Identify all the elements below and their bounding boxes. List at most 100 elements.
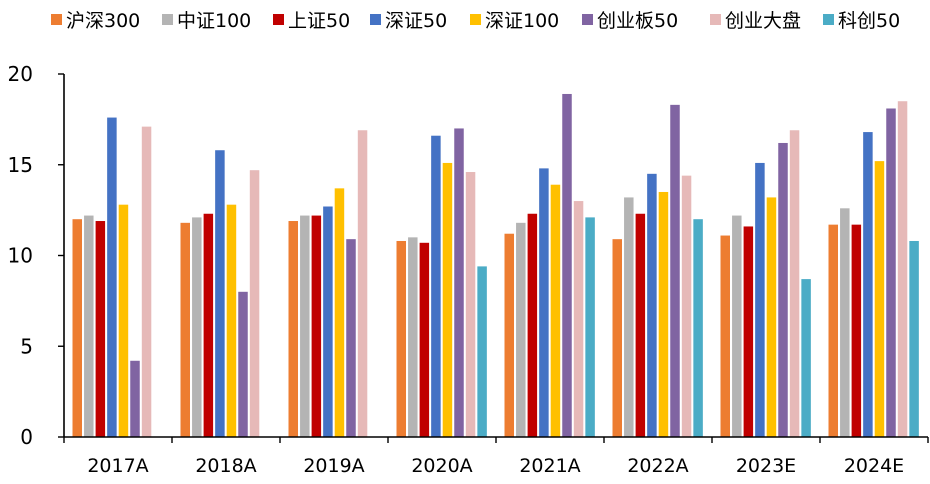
- bar-2023E-科创50: [801, 279, 811, 437]
- bar-2023E-沪深300: [720, 235, 730, 437]
- legend-label: 科创50: [838, 10, 900, 32]
- legend-swatch: [273, 14, 284, 25]
- bar-2024E-深证100: [874, 161, 885, 437]
- y-tick-label: 20: [8, 62, 33, 86]
- bar-2018A-沪深300: [180, 222, 190, 437]
- x-tick-label: 2020A: [411, 455, 472, 477]
- legend-swatch: [582, 14, 593, 25]
- y-tick-label: 0: [20, 425, 33, 449]
- legend-item: 沪深300: [51, 10, 140, 32]
- x-tick-label: 2024E: [844, 455, 904, 477]
- legend-item: 深证100: [470, 10, 559, 32]
- bar-2024E-深证50: [863, 132, 873, 437]
- bar-2022A-沪深300: [612, 239, 622, 437]
- bar-2022A-中证100: [624, 197, 634, 437]
- bar-2018A-创业大盘: [249, 170, 260, 437]
- bar-2019A-深证50: [323, 206, 333, 437]
- bar-2021A-上证50: [527, 213, 538, 437]
- bar-2021A-中证100: [516, 222, 526, 437]
- bar-2024E-上证50: [851, 224, 862, 437]
- bars: [72, 93, 919, 438]
- legend-label: 创业板50: [597, 10, 678, 32]
- bar-2018A-上证50: [203, 213, 214, 437]
- bar-2017A-上证50: [95, 221, 106, 437]
- bar-2019A-沪深300: [288, 221, 298, 437]
- bar-2023E-深证50: [755, 162, 765, 437]
- bar-2019A-上证50: [311, 215, 322, 437]
- bar-2023E-上证50: [743, 226, 754, 437]
- bar-2017A-深证100: [118, 204, 129, 437]
- bar-2023E-创业大盘: [789, 130, 800, 437]
- x-tick-label: 2023E: [736, 455, 796, 477]
- legend-swatch: [710, 14, 721, 25]
- bar-2018A-创业板50: [238, 291, 248, 437]
- bar-2020A-创业大盘: [465, 172, 476, 437]
- y-tick-label: 15: [8, 153, 33, 177]
- bar-2020A-中证100: [408, 237, 418, 437]
- x-tick-label: 2018A: [195, 455, 256, 477]
- bar-2023E-深证100: [766, 197, 777, 437]
- legend-item: 创业大盘: [710, 10, 801, 32]
- axes: 0 5 10 15 20 2017A 2018A 2019A 2020A 2021A 2022A 20…: [8, 62, 929, 477]
- bar-2021A-创业板50: [562, 93, 572, 437]
- bar-2022A-创业板50: [670, 104, 680, 437]
- x-tick-label: 2021A: [519, 455, 580, 477]
- bar-2019A-中证100: [300, 215, 310, 437]
- y-tick-label: 5: [20, 334, 33, 358]
- legend-label: 沪深300: [66, 10, 140, 32]
- bar-2017A-中证100: [84, 215, 94, 437]
- bar-2022A-深证50: [647, 173, 657, 437]
- bar-2018A-深证50: [215, 150, 225, 438]
- bar-2017A-创业大盘: [141, 126, 152, 437]
- legend-item: 创业板50: [582, 10, 678, 32]
- legend: 沪深300 中证100 上证50 深证50 深证100 创业板50 创业大盘 科创50: [51, 10, 900, 32]
- bar-2020A-深证100: [442, 162, 453, 437]
- legend-swatch: [470, 14, 481, 25]
- bar-2023E-中证100: [732, 215, 742, 437]
- bar-2019A-创业板50: [346, 239, 356, 437]
- legend-swatch: [370, 14, 381, 25]
- y-tick-label: 10: [8, 244, 33, 268]
- bar-2022A-上证50: [635, 213, 646, 437]
- bar-2017A-沪深300: [72, 219, 82, 437]
- legend-item: 深证50: [370, 10, 447, 32]
- legend-label: 创业大盘: [725, 10, 801, 32]
- bar-2021A-沪深300: [504, 233, 514, 437]
- legend-label: 深证100: [485, 10, 559, 32]
- bar-2020A-上证50: [419, 242, 430, 437]
- legend-label: 上证50: [288, 10, 350, 32]
- bar-2023E-创业板50: [778, 142, 788, 437]
- legend-swatch: [51, 14, 62, 25]
- bar-2021A-创业大盘: [573, 201, 584, 437]
- bar-2024E-创业板50: [886, 108, 896, 438]
- legend-item: 上证50: [273, 10, 350, 32]
- bar-2021A-科创50: [585, 217, 595, 437]
- x-tick-label: 2022A: [627, 455, 688, 477]
- bar-2018A-中证100: [192, 217, 202, 437]
- legend-swatch: [162, 14, 173, 25]
- x-tick-label: 2017A: [87, 455, 148, 477]
- bar-2020A-深证50: [431, 135, 441, 437]
- bar-2022A-科创50: [693, 219, 703, 437]
- bar-2020A-创业板50: [454, 128, 464, 437]
- bar-2019A-创业大盘: [357, 130, 368, 437]
- x-tick-label: 2019A: [303, 455, 364, 477]
- legend-label: 中证100: [177, 10, 251, 32]
- bar-2020A-科创50: [477, 266, 487, 437]
- legend-item: 中证100: [162, 10, 251, 32]
- bar-2024E-创业大盘: [897, 101, 908, 437]
- bar-2024E-科创50: [909, 240, 919, 437]
- bar-2017A-深证50: [107, 117, 117, 437]
- bar-2024E-沪深300: [828, 224, 838, 437]
- bar-2021A-深证50: [539, 168, 549, 437]
- bar-2020A-沪深300: [396, 240, 406, 437]
- legend-label: 深证50: [385, 10, 447, 32]
- bar-2024E-中证100: [840, 208, 850, 437]
- bar-2022A-创业大盘: [681, 175, 692, 437]
- legend-swatch: [823, 14, 834, 25]
- legend-item: 科创50: [823, 10, 900, 32]
- bar-2019A-深证100: [334, 188, 345, 437]
- bar-2017A-创业板50: [130, 360, 140, 437]
